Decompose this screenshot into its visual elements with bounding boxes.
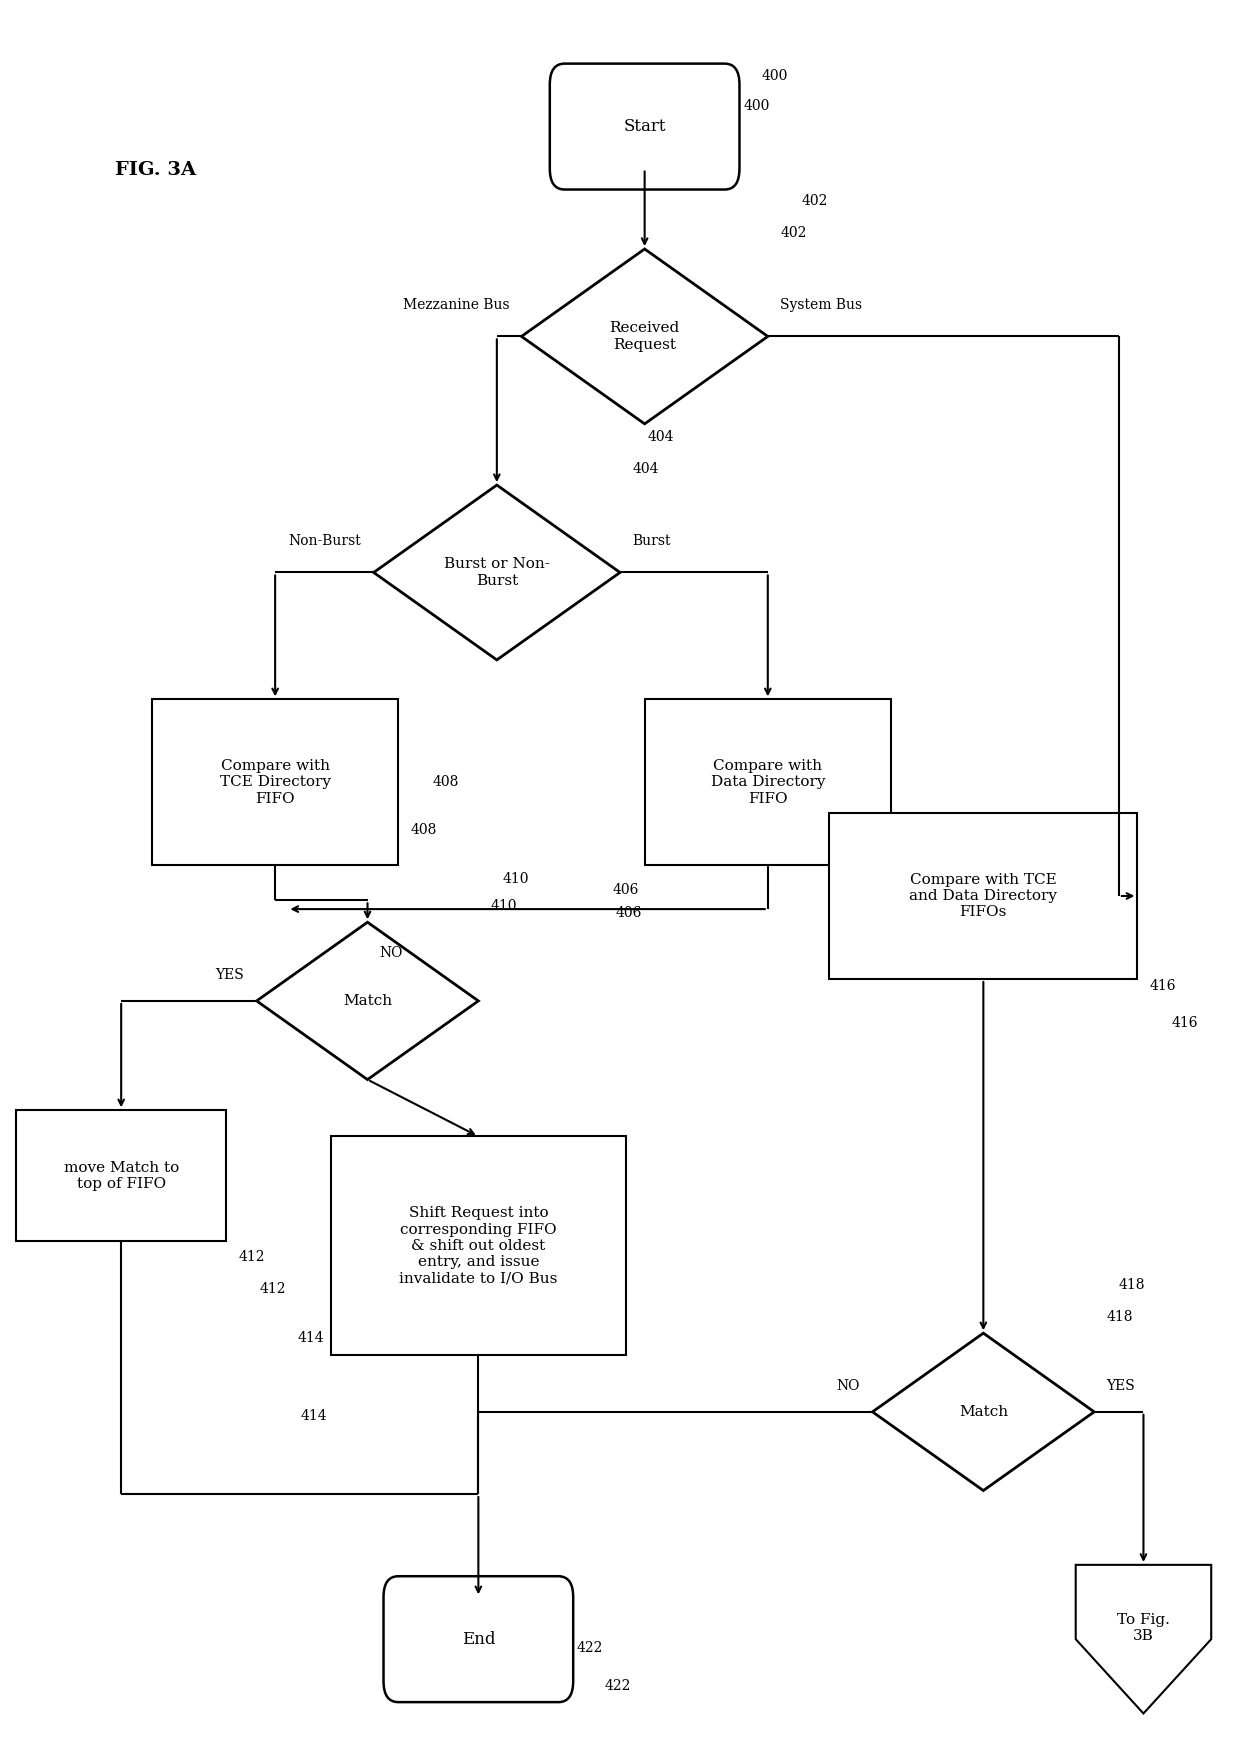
Bar — [830, 813, 1137, 979]
Text: Burst: Burst — [632, 534, 671, 548]
Text: 418: 418 — [1118, 1277, 1146, 1291]
Polygon shape — [873, 1334, 1094, 1490]
Text: System Bus: System Bus — [780, 299, 862, 313]
FancyBboxPatch shape — [383, 1576, 573, 1703]
Text: 410: 410 — [503, 871, 529, 886]
Text: 406: 406 — [615, 907, 641, 921]
Text: 400: 400 — [743, 98, 770, 112]
Polygon shape — [522, 249, 768, 423]
Text: Received
Request: Received Request — [610, 322, 680, 351]
Text: 416: 416 — [1171, 1016, 1198, 1030]
Text: NO: NO — [379, 945, 403, 959]
Text: 406: 406 — [613, 882, 639, 896]
Text: 402: 402 — [802, 193, 828, 207]
Text: Compare with TCE
and Data Directory
FIFOs: Compare with TCE and Data Directory FIFO… — [909, 873, 1058, 919]
Text: 418: 418 — [1106, 1311, 1133, 1325]
Text: 400: 400 — [761, 69, 787, 83]
Bar — [153, 699, 398, 866]
Polygon shape — [373, 485, 620, 661]
Text: Burst or Non-
Burst: Burst or Non- Burst — [444, 557, 549, 587]
Text: Compare with
TCE Directory
FIFO: Compare with TCE Directory FIFO — [219, 759, 331, 805]
Text: Match: Match — [959, 1406, 1008, 1420]
Text: 422: 422 — [605, 1678, 631, 1692]
Text: 404: 404 — [647, 430, 675, 445]
Text: To Fig.
3B: To Fig. 3B — [1117, 1613, 1169, 1643]
Text: move Match to
top of FIFO: move Match to top of FIFO — [63, 1161, 179, 1191]
Text: Match: Match — [343, 994, 392, 1009]
Text: 412: 412 — [238, 1249, 264, 1263]
Bar — [645, 699, 892, 866]
Text: 412: 412 — [259, 1283, 286, 1297]
Text: Compare with
Data Directory
FIFO: Compare with Data Directory FIFO — [711, 759, 825, 805]
Text: Shift Request into
corresponding FIFO
& shift out oldest
entry, and issue
invali: Shift Request into corresponding FIFO & … — [399, 1207, 558, 1284]
Text: 408: 408 — [410, 824, 436, 838]
Text: 414: 414 — [298, 1330, 325, 1344]
Text: 414: 414 — [301, 1409, 327, 1423]
Text: YES: YES — [216, 968, 244, 982]
FancyBboxPatch shape — [549, 63, 739, 190]
Text: End: End — [461, 1630, 495, 1648]
Bar — [16, 1110, 226, 1242]
Bar — [331, 1137, 626, 1355]
Text: Mezzanine Bus: Mezzanine Bus — [403, 299, 510, 313]
Text: FIG. 3A: FIG. 3A — [115, 162, 196, 179]
Text: NO: NO — [837, 1379, 861, 1393]
Text: 422: 422 — [577, 1641, 604, 1655]
Polygon shape — [257, 922, 479, 1079]
Text: 410: 410 — [491, 900, 517, 914]
Text: Start: Start — [624, 118, 666, 135]
Polygon shape — [1076, 1565, 1211, 1713]
Text: 408: 408 — [433, 775, 459, 789]
Text: Non-Burst: Non-Burst — [289, 534, 361, 548]
Text: YES: YES — [1106, 1379, 1136, 1393]
Text: 404: 404 — [632, 462, 658, 476]
Text: 402: 402 — [780, 227, 806, 241]
Text: 416: 416 — [1149, 979, 1176, 993]
